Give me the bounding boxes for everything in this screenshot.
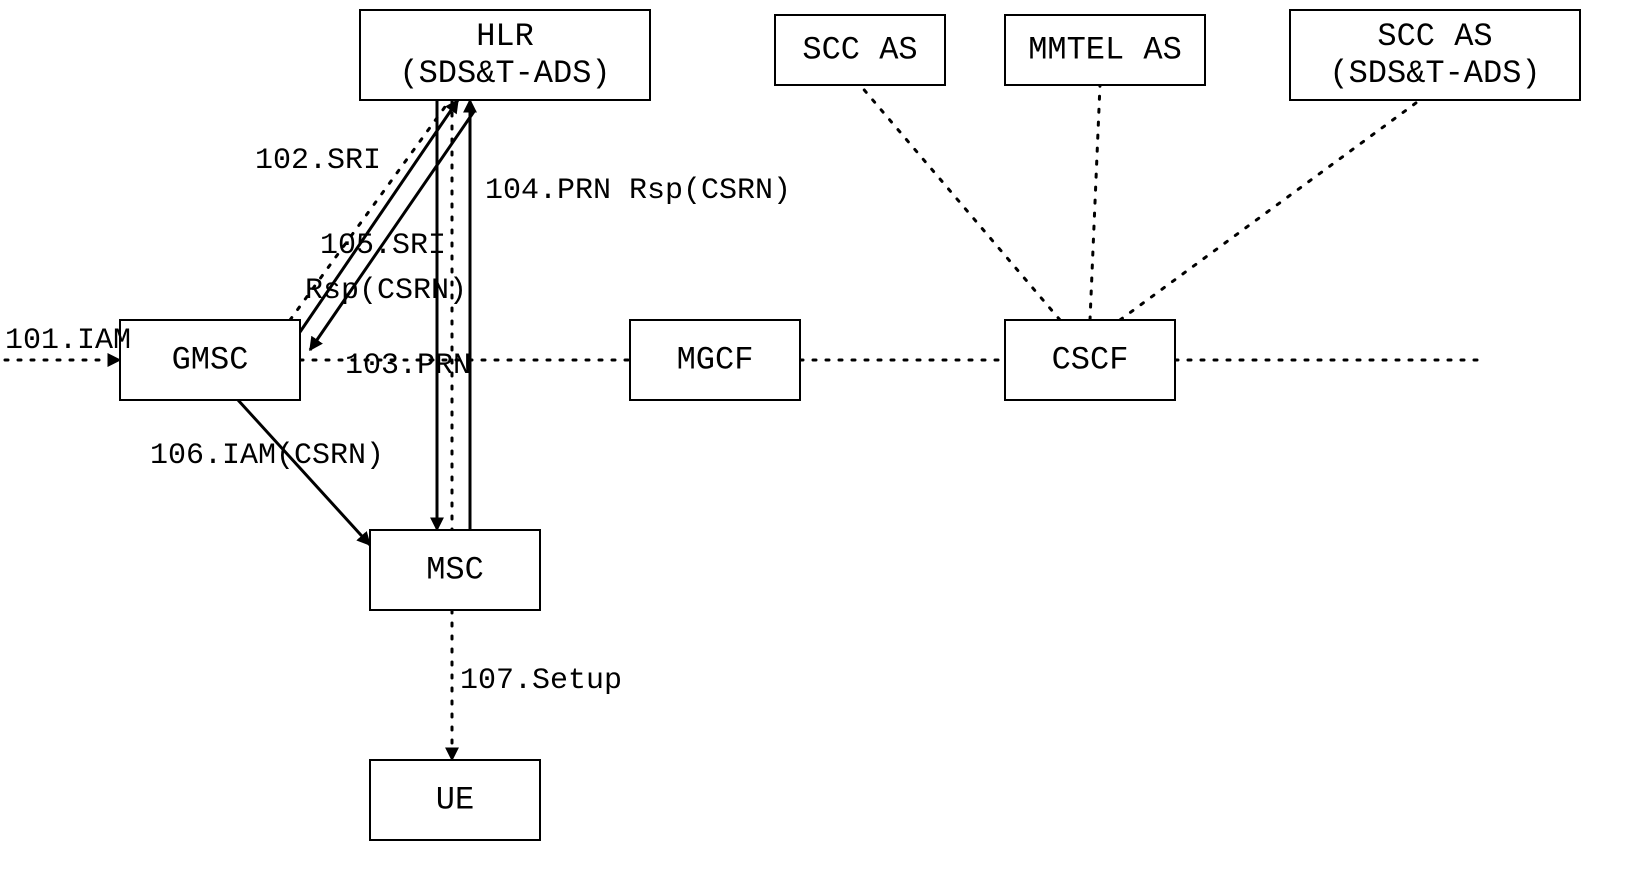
edge-dotted [1090,85,1100,320]
node-mgcf: MGCF [630,320,800,400]
node-cscf: CSCF [1005,320,1175,400]
node-label: (SDS&T-ADS) [1329,55,1540,92]
node-label: (SDS&T-ADS) [399,55,610,92]
edge-dotted [1120,100,1420,320]
edge-label: 105.SRI [320,229,446,263]
node-sccas2: SCC AS(SDS&T-ADS) [1290,10,1580,100]
node-mmtel: MMTEL AS [1005,15,1205,85]
node-label: SCC AS [802,31,917,68]
edge-label: 101.IAM [5,324,131,358]
edge-label: 104.PRN Rsp(CSRN) [485,174,791,208]
node-label: CSCF [1052,341,1129,378]
node-label: GMSC [172,341,249,378]
edge-label: 107.Setup [460,664,622,698]
node-label: HLR [476,18,534,55]
node-label: MSC [426,551,484,588]
node-label: UE [436,781,474,818]
edge-dotted [860,85,1060,320]
node-label: MGCF [677,341,754,378]
node-sccas: SCC AS [775,15,945,85]
node-label: MMTEL AS [1028,31,1182,68]
node-ue: UE [370,760,540,840]
edge-label: 102.SRI [255,144,381,178]
node-gmsc: GMSC [120,320,300,400]
node-hlr: HLR(SDS&T-ADS) [360,10,650,100]
node-label: SCC AS [1377,18,1492,55]
node-msc: MSC [370,530,540,610]
edge-label: 106.IAM(CSRN) [150,439,384,473]
edge-label: 103.PRN [345,349,471,383]
edge-label: Rsp(CSRN) [305,274,467,308]
